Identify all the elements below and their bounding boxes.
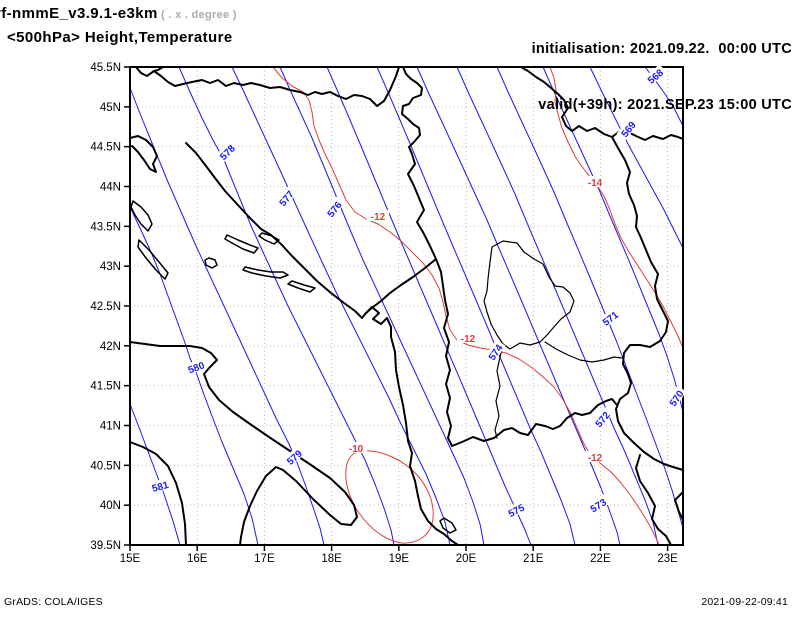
height-contour-569	[589, 66, 684, 249]
model-units-label: ( . x . degree )	[157, 9, 237, 21]
y-axis-label: 39.5N	[90, 540, 121, 552]
field-title: <500hPa> Height,Temperature	[7, 29, 233, 46]
x-axis-label: 23E	[657, 553, 678, 565]
y-axis-label: 44.5N	[90, 142, 121, 154]
initialisation-time: initialisation: 2021.09.22. 00:00 UTC	[531, 41, 792, 57]
border-north-east	[520, 66, 684, 141]
coast-istria	[129, 135, 158, 173]
plot-timestamp: 2021-09-22-09:41	[701, 596, 788, 608]
y-axis-label: 43.5N	[90, 221, 121, 233]
temp-contour-minus14	[549, 66, 684, 349]
thin-borders	[483, 240, 623, 439]
x-axis-label: 19E	[389, 553, 410, 565]
grads-credit: GrADS: COLA/IGES	[4, 596, 103, 608]
island	[130, 200, 153, 232]
height-contour-580	[129, 206, 259, 546]
border-montenegro	[365, 258, 437, 314]
y-axis-label: 40N	[100, 500, 121, 512]
border-north-west	[135, 66, 400, 107]
height-contour-570	[542, 66, 684, 413]
y-axis-label: 44N	[100, 182, 121, 194]
height-contour-571	[496, 66, 684, 529]
coastlines-and-borders	[129, 66, 684, 546]
y-axis-label: 45N	[100, 102, 121, 114]
island	[287, 280, 316, 293]
run-info: initialisation: 2021.09.22. 00:00 UTC va…	[532, 5, 792, 149]
coast-chalkidiki	[674, 491, 684, 521]
border-albania-macedonia	[494, 343, 504, 439]
y-axis-label: 42.5N	[90, 301, 121, 313]
y-axis-label: 45.5N	[90, 62, 121, 74]
border-greece-north	[451, 398, 617, 447]
adriatic-islands	[130, 200, 457, 534]
x-axis-label: 17E	[254, 553, 275, 565]
height-contour-577	[231, 66, 451, 546]
x-axis-label: 15E	[120, 553, 141, 565]
height-contour-574	[376, 66, 576, 546]
contour-label: -10	[349, 444, 364, 455]
island	[137, 239, 169, 280]
axis-ticks-and-labels: 15E 16E 17E 18E 19E 20E 21E 22E 23E 45.5N 45N 44.5N…	[90, 62, 678, 565]
contour-label: -14	[588, 178, 603, 189]
contour-label: -12	[588, 453, 603, 464]
height-contour-575	[326, 66, 532, 546]
height-contour-579	[129, 87, 325, 546]
border-bulgaria-west	[611, 136, 684, 471]
island	[258, 232, 280, 245]
x-axis-label: 22E	[590, 553, 611, 565]
y-axis-label: 41N	[100, 421, 121, 433]
coast-dalmatia-albania	[185, 142, 459, 546]
height-contour-581	[129, 403, 181, 546]
border-macedonia-north	[544, 341, 623, 363]
y-axis-label: 40.5N	[90, 460, 121, 472]
model-title: rf-nmmE_v3.9.1-e3km ( . x . degree )	[0, 5, 237, 22]
height-contour-576	[279, 66, 485, 546]
temp-contour-minus10	[345, 450, 434, 544]
y-axis-label: 43N	[100, 261, 121, 273]
x-axis-label: 16E	[187, 553, 208, 565]
border-serbia-west	[401, 66, 453, 447]
island	[242, 266, 289, 279]
x-axis-label: 18E	[321, 553, 342, 565]
height-contour-578	[178, 66, 395, 546]
y-axis-label: 42N	[100, 341, 121, 353]
coast-italy-adriatic	[129, 341, 358, 546]
coast-italy-tyrrhenian	[129, 441, 187, 546]
contour-value-labels: 5685695705715725735745755765775785795805…	[147, 64, 687, 520]
x-axis-label: 21E	[523, 553, 544, 565]
valid-time: valid(+39h): 2021.SEP.23 15:00 UTC	[538, 97, 792, 113]
contour-label: 581	[151, 480, 170, 495]
x-axis-label: 20E	[456, 553, 477, 565]
border-kosovo	[483, 240, 575, 350]
contour-label: -12	[461, 334, 476, 345]
model-title-text: rf-nmmE_v3.9.1-e3km	[0, 5, 158, 22]
height-contour-572	[456, 66, 659, 546]
y-axis-label: 41.5N	[90, 381, 121, 393]
island-corfu	[439, 517, 457, 534]
island	[224, 234, 259, 254]
height-contour-573	[416, 66, 621, 546]
coast-aegean	[635, 454, 672, 546]
island	[204, 257, 218, 269]
contour-label: -12	[371, 212, 386, 223]
